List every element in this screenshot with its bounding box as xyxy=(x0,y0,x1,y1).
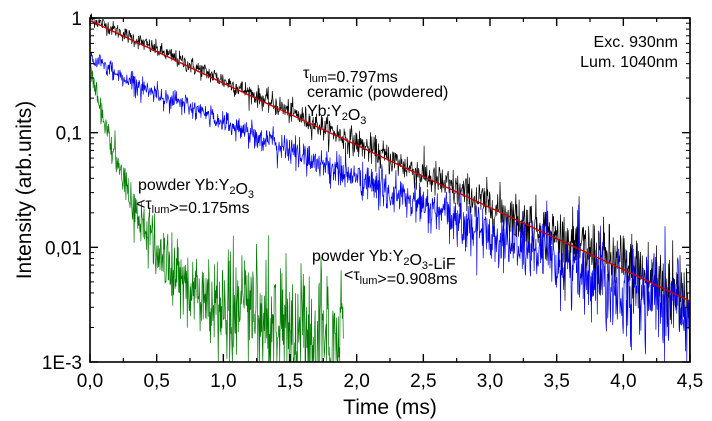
annotation-line: <τlum>=0.175ms xyxy=(136,196,249,217)
text-span: O xyxy=(235,181,247,198)
x-tick-label: 1,0 xyxy=(210,371,236,392)
info-box: Exc. 930nm Lum. 1040nm xyxy=(580,34,678,71)
x-tick-label: 3,0 xyxy=(477,371,503,392)
subscript: 2 xyxy=(342,111,348,123)
ticks-layer xyxy=(89,17,691,363)
subscript: 3 xyxy=(248,189,254,201)
y-tick-label: 0,01 xyxy=(45,238,82,259)
y-tick-label: 0,1 xyxy=(56,124,82,145)
y-tick-label: 1 xyxy=(71,9,82,30)
series-layer xyxy=(89,13,691,363)
series-powder-trace xyxy=(89,56,344,363)
subscript: lum xyxy=(152,204,170,216)
subscript: 3 xyxy=(422,260,428,272)
series-lif-trace xyxy=(89,51,691,363)
text-span: =0.797ms xyxy=(327,69,398,86)
y-tick-label: 1E-3 xyxy=(42,353,82,374)
info-line: Lum. 1040nm xyxy=(580,54,678,71)
x-tick-label: 4,5 xyxy=(677,371,703,392)
text-span: -LiF xyxy=(428,256,456,273)
series-fit-line xyxy=(89,19,691,302)
text-span: <τ xyxy=(136,196,152,213)
labels-layer: 0,0 0,5 1,0 1,5 2,0 2,5 3,0 3,5 4,0 4,5 1 0,1 0,01 1E… xyxy=(13,9,703,419)
x-tick-label: 4,0 xyxy=(610,371,636,392)
text-span: O xyxy=(348,107,360,124)
x-tick-label: 0,0 xyxy=(77,371,103,392)
text-span: <τ xyxy=(344,267,360,284)
annotation-line: τlum=0.797ms xyxy=(303,65,398,86)
annotations-layer: Exc. 930nm Lum. 1040nmτlum=0.797msceramic… xyxy=(136,34,678,288)
info-line: Exc. 930nm xyxy=(594,34,678,51)
x-tick-label: 2,5 xyxy=(410,371,436,392)
x-tick-label: 3,5 xyxy=(543,371,569,392)
annotation-line: powder Yb:Y2O3-LiF xyxy=(312,248,456,273)
subscript: lum xyxy=(360,275,378,287)
subscript: 2 xyxy=(229,185,235,197)
text-span: >=0.175ms xyxy=(169,200,249,217)
x-tick-label: 0,5 xyxy=(143,371,169,392)
subscript: 3 xyxy=(360,115,366,127)
text-span: >=0.908ms xyxy=(377,271,457,288)
annotation-line: powder Yb:Y2O3 xyxy=(138,177,254,201)
x-axis-label: Time (ms) xyxy=(343,396,437,419)
text-span: ceramic (powdered) xyxy=(307,84,448,101)
x-tick-label: 2,0 xyxy=(343,371,369,392)
text-span: powder Yb:Y xyxy=(312,248,404,265)
subscript: lum xyxy=(309,73,327,85)
y-axis-label: Intensity (arb.units) xyxy=(13,101,36,280)
annotation-powder: powder Yb:Y2O3<τlum>=0.175ms xyxy=(136,177,254,217)
text-span: Yb:Y xyxy=(307,103,342,120)
annotation-lif: powder Yb:Y2O3-LiF<τlum>=0.908ms xyxy=(312,248,457,288)
text-span: τ xyxy=(303,65,310,82)
x-tick-label: 1,5 xyxy=(277,371,303,392)
annotation-line: ceramic (powdered) xyxy=(307,84,448,101)
annotation-line: <τlum>=0.908ms xyxy=(344,267,457,288)
annotation-line: Yb:Y2O3 xyxy=(307,103,366,127)
text-span: O xyxy=(409,252,421,269)
subscript: 2 xyxy=(403,256,409,268)
text-span: powder Yb:Y xyxy=(138,177,230,194)
